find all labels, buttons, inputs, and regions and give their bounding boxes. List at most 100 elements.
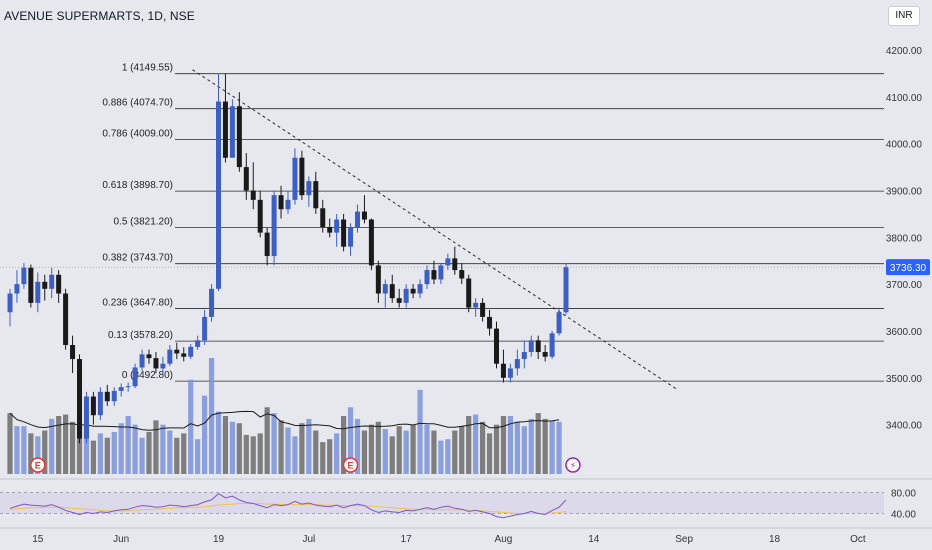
earnings-event-icon <box>342 457 359 473</box>
candle-body <box>257 199 263 233</box>
volume-bar <box>528 418 534 474</box>
volume-bar <box>313 430 319 474</box>
y-tick-label: 3900.00 <box>886 187 923 198</box>
candle-body <box>222 101 228 158</box>
x-tick-label: Aug <box>495 534 513 545</box>
volume-bar <box>396 426 402 474</box>
x-tick-label: 17 <box>401 534 413 545</box>
candle-body <box>195 340 201 347</box>
candle-body <box>285 199 291 210</box>
candle-body <box>202 316 208 341</box>
candle-body <box>56 274 62 294</box>
candle-body <box>348 227 354 247</box>
volume-bar <box>90 440 96 474</box>
candle-body <box>306 181 312 196</box>
volume-bar <box>63 414 69 474</box>
volume-bar <box>229 421 235 474</box>
event-label: E <box>35 461 41 471</box>
volume-bar <box>132 424 138 474</box>
y-tick-label: 3800.00 <box>886 233 923 244</box>
volume-bar <box>69 421 76 474</box>
candle-body <box>153 358 159 369</box>
volume-bar <box>83 424 90 474</box>
fib-label: 0.13 (3578.20) <box>108 330 173 341</box>
fib-label: 0.5 (3821.20) <box>114 216 174 227</box>
volume-bar <box>56 416 62 474</box>
candle-body <box>535 340 541 353</box>
volume-bar <box>493 424 500 474</box>
volume-bar <box>104 437 110 474</box>
rsi-tick-label: 40.00 <box>891 510 916 521</box>
y-tick-label: 4100.00 <box>886 93 923 104</box>
volume-bar <box>389 436 395 474</box>
candle-body <box>83 396 89 439</box>
candle-body <box>7 293 13 313</box>
volume-bar <box>452 430 458 474</box>
volume-bar <box>341 416 347 474</box>
last-price-label: 3736.30 <box>890 263 927 274</box>
volume-bar <box>278 420 284 474</box>
volume-bar <box>466 416 472 474</box>
volume-bar <box>320 442 326 474</box>
volume-bar <box>347 407 354 474</box>
candle-body <box>90 396 96 416</box>
candle-body <box>139 354 145 368</box>
candle-body <box>410 288 416 294</box>
volume-bar <box>97 433 103 474</box>
event-label: E <box>348 461 354 471</box>
candle-body <box>264 232 270 257</box>
volume-bar <box>535 413 541 474</box>
candle-body <box>132 367 138 387</box>
volume-bar <box>480 421 486 474</box>
volume-bar <box>424 424 430 474</box>
volume-bar <box>76 426 83 474</box>
candle-body <box>528 340 534 353</box>
fib-label: 0.886 (4074.70) <box>102 98 173 109</box>
candle-body <box>42 281 48 289</box>
candle-body <box>494 328 499 364</box>
candle-body <box>104 391 110 402</box>
volume-bar <box>361 430 368 474</box>
candle-body <box>271 195 277 257</box>
y-tick-label: 4200.00 <box>886 46 923 57</box>
volume-bar <box>139 437 145 474</box>
volume-bar <box>542 418 548 474</box>
candle-body <box>49 274 55 289</box>
candle-body <box>243 167 249 191</box>
candle-body <box>14 284 20 294</box>
volume-bar <box>222 416 229 474</box>
fib-label: 0.786 (4009.00) <box>102 128 173 139</box>
x-tick-label: 19 <box>213 534 225 545</box>
candle-body <box>250 190 256 200</box>
candle-body <box>229 106 235 158</box>
y-tick-label: 3700.00 <box>886 280 923 291</box>
volume-bar <box>28 433 34 474</box>
volume-bar <box>354 418 361 474</box>
candle-body <box>111 390 117 402</box>
volume-bar <box>521 426 527 474</box>
candle-body <box>382 284 388 294</box>
candle-body <box>97 391 103 416</box>
candle-body <box>236 106 242 168</box>
candle-body <box>500 363 506 378</box>
volume-bar <box>459 426 465 474</box>
candle-body <box>188 346 194 357</box>
currency-button[interactable]: INR <box>888 6 920 26</box>
candle-body <box>320 208 326 228</box>
candle-body <box>313 181 319 209</box>
volume-bar <box>556 421 562 474</box>
candle-body <box>556 312 562 334</box>
volume-bar <box>438 440 444 474</box>
volume-bar <box>403 430 409 474</box>
volume-bar <box>21 426 27 474</box>
candle-body <box>452 258 458 271</box>
chart-title: AVENUE SUPERMARTS, 1D, NSE <box>4 9 195 23</box>
volume-bar <box>382 429 388 474</box>
x-tick-label: 18 <box>769 534 781 545</box>
candle-body <box>327 227 333 233</box>
volume-bar <box>431 430 437 474</box>
volume-bar <box>514 421 520 474</box>
candle-body <box>35 281 41 303</box>
candle-body <box>341 219 347 247</box>
